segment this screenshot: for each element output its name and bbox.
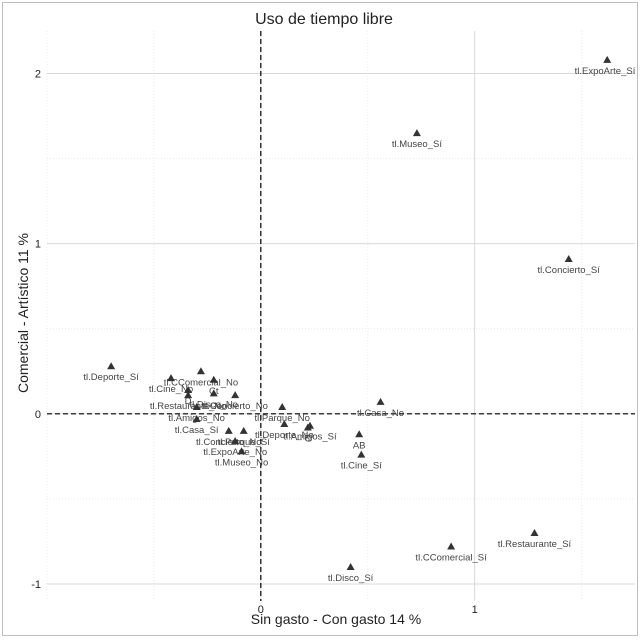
point-label: tl.Cine_Sí: [341, 461, 383, 472]
point-label: tl.Cine_No: [149, 384, 193, 395]
axis-ticks: 0 1 -1 0 1 2: [31, 69, 477, 616]
point-label: tl.Parque_Sí: [218, 437, 271, 448]
point-label: tl.Restaurante_Sí: [498, 539, 572, 550]
point-label: tl.Casa_Sí: [175, 425, 219, 436]
point-marker: [184, 391, 193, 399]
point-label: tl.Museo_No: [215, 457, 268, 468]
point-marker: [209, 389, 218, 397]
point-label: tl.CComercial_No: [164, 377, 238, 388]
scatter-chart: Uso de tiempo libre Sin gasto - Con gast…: [15, 11, 636, 627]
point-label: tl.Amigos_Sí: [283, 432, 337, 443]
point-marker: [564, 255, 573, 262]
point-marker: [107, 362, 116, 370]
point-marker: [209, 375, 218, 383]
point-marker: [239, 426, 248, 434]
point-marker: [167, 374, 176, 382]
x-axis-label: Sin gasto - Con gasto 14 %: [251, 611, 421, 627]
point-label: tl.CComercial_Sí: [415, 553, 487, 564]
reference-lines: [47, 31, 635, 601]
point-label: tl.Deporte_No: [255, 430, 314, 441]
point-marker: [192, 414, 201, 422]
point-marker: [305, 421, 314, 429]
point-marker: [412, 129, 421, 137]
point-label: tl.Casa_No: [357, 408, 404, 419]
x-tick-label: 1: [472, 604, 478, 616]
point-marker: [447, 542, 456, 550]
point-marker: [355, 430, 364, 438]
data-points: tl.ExpoArte_Sí tl.Museo_Sí tl.Concierto_Sí…: [83, 55, 636, 584]
point-marker: [278, 403, 287, 411]
point-marker: [530, 528, 539, 536]
point-label: tl.ExpoArte_No: [203, 447, 267, 458]
y-tick-label: 1: [35, 239, 41, 251]
point-label: tl.Disco_No: [189, 399, 238, 410]
point-marker: [280, 420, 289, 428]
point-label: tl.Concierto_No: [202, 401, 267, 412]
grid-lines: [46, 31, 635, 601]
point-marker: [224, 426, 233, 434]
point-marker: [196, 367, 205, 375]
point-label: tl.Concierto_Sí: [538, 265, 601, 276]
point-label: C: [304, 433, 311, 444]
point-label: D: [185, 396, 192, 407]
point-label: tl.Disco_Sí: [328, 573, 374, 584]
point-marker: [184, 386, 193, 394]
y-tick-label: -1: [31, 579, 41, 591]
point-label: tl.ExpoArte_Sí: [575, 66, 636, 77]
point-marker: [357, 450, 366, 458]
point-label: tl.Deporte_Sí: [83, 372, 139, 383]
y-tick-label: 0: [35, 409, 41, 421]
y-tick-label: 2: [35, 69, 41, 81]
point-label: tl.Restaurante_No: [150, 401, 227, 412]
point-marker: [346, 562, 355, 570]
chart-title: Uso de tiempo libre: [255, 11, 393, 28]
point-marker: [237, 447, 246, 455]
point-marker: [603, 55, 612, 63]
point-label: tl.Concierto_No: [196, 437, 261, 448]
point-marker: [231, 391, 240, 399]
point-marker: [376, 397, 385, 405]
point-marker: [192, 403, 201, 411]
point-label: AB: [353, 440, 366, 451]
x-tick-label: 0: [258, 604, 264, 616]
point-marker: [231, 437, 240, 445]
y-axis-label: Comercial - Artístico 11 %: [15, 233, 31, 393]
point-label: tl.Parque_No: [254, 413, 309, 424]
point-label: tl.Museo_Sí: [392, 139, 443, 150]
